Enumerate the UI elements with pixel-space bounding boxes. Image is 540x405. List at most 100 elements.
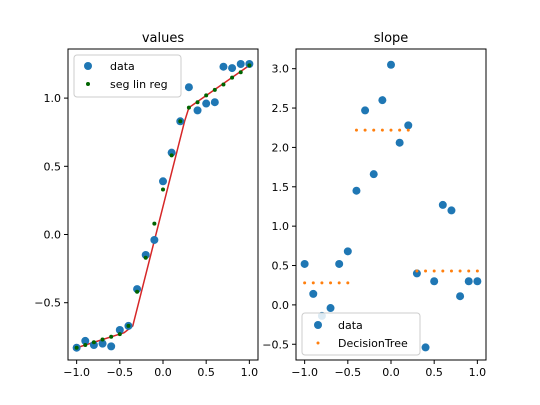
values-legend: data seg lin reg <box>73 54 182 98</box>
decisiontree-point <box>354 128 358 132</box>
legend-marker-decisiontree <box>316 341 320 345</box>
y-tick-label: 1.0 <box>44 92 62 105</box>
y-tick-label: −0.5 <box>34 297 61 310</box>
decisiontree-point <box>389 128 393 132</box>
seg-lin-reg-point <box>204 93 209 98</box>
decisiontree-point <box>303 281 307 285</box>
data-point <box>210 98 219 107</box>
data-point <box>430 277 439 286</box>
y-tick-label: 2.5 <box>272 102 290 115</box>
data-point <box>378 96 387 105</box>
data-point <box>412 269 421 278</box>
data-point <box>98 339 107 348</box>
seg-lin-reg-point <box>238 70 243 75</box>
slope-legend: data DecisionTree <box>301 312 421 356</box>
y-tick-label: 1.0 <box>272 220 290 233</box>
data-point <box>184 83 193 92</box>
seg-lin-reg-point <box>161 187 165 192</box>
data-point <box>335 259 344 268</box>
decisiontree-point <box>363 128 367 132</box>
legend-marker-data <box>84 62 92 70</box>
legend-label-seg-lin-reg: seg lin reg <box>110 78 168 91</box>
decisiontree-point <box>380 128 384 132</box>
slope-legend-box <box>301 312 421 356</box>
seg-lin-reg-point <box>74 345 79 350</box>
slope-panel: slope data DecisionTree −1.0 −0.5 0.0 0.5 1.… <box>262 31 487 379</box>
seg-lin-reg-point <box>195 100 200 105</box>
fit-line <box>76 64 250 349</box>
data-point <box>228 64 237 73</box>
x-tick-label: 0.5 <box>197 366 215 379</box>
legend-label-data: data <box>338 319 363 332</box>
seg-lin-reg-point <box>135 289 140 294</box>
seg-lin-reg-point <box>126 323 131 328</box>
data-point <box>81 336 90 345</box>
slope-title: slope <box>374 31 409 46</box>
data-point <box>107 342 116 351</box>
legend-label-data: data <box>110 60 135 73</box>
x-tick-label: 0.0 <box>382 366 400 379</box>
seg-lin-reg-point <box>109 334 114 339</box>
decisiontree-point <box>467 269 471 273</box>
data-point <box>352 186 361 195</box>
seg-lin-reg-point <box>169 153 174 158</box>
seg-lin-reg-point <box>212 87 217 92</box>
decisiontree-point <box>372 128 376 132</box>
data-point <box>167 148 176 157</box>
legend-marker-seg-lin-reg <box>86 82 90 86</box>
data-point <box>421 343 430 352</box>
data-point <box>369 170 378 179</box>
data-point <box>150 235 159 244</box>
values-panel: values data seg lin reg −1.0 −0.5 0.0 0.5 1.… <box>34 31 259 379</box>
values-plot-area <box>72 60 254 352</box>
data-point <box>464 277 473 286</box>
data-point <box>133 285 142 294</box>
seg-lin-reg-point <box>247 63 252 68</box>
decisiontree-point <box>424 269 428 273</box>
data-point <box>456 292 465 301</box>
x-tick-label: 0.5 <box>425 366 443 379</box>
data-point <box>343 247 352 256</box>
data-point <box>219 62 228 71</box>
seg-lin-reg-point <box>230 75 235 80</box>
data-point <box>361 106 370 115</box>
values-legend-box <box>73 54 182 98</box>
data-point <box>404 121 413 130</box>
y-tick-label: 3.0 <box>272 63 290 76</box>
data-point <box>236 60 245 69</box>
x-tick-label: −0.5 <box>334 366 361 379</box>
seg-lin-reg-point <box>100 337 105 342</box>
decisiontree-point <box>458 269 462 273</box>
data-point <box>159 177 167 186</box>
y-tick-label: 0.0 <box>44 229 62 242</box>
seg-lin-reg-point <box>91 340 96 345</box>
legend-marker-data <box>314 321 322 329</box>
data-point <box>387 60 395 69</box>
decisiontree-point <box>311 281 315 285</box>
seg-lin-reg-point <box>186 105 191 110</box>
decisiontree-point <box>337 281 341 285</box>
x-tick-label: −0.5 <box>106 366 133 379</box>
data-point <box>447 206 456 215</box>
seg-lin-reg-point <box>221 82 226 87</box>
decisiontree-point <box>320 281 324 285</box>
decisiontree-point <box>449 269 453 273</box>
y-tick-label: 0.0 <box>272 299 290 312</box>
decisiontree-point <box>441 269 445 273</box>
data-point <box>89 340 98 349</box>
seg-lin-reg-point <box>143 255 148 260</box>
data-point <box>473 277 482 286</box>
data-point <box>309 289 318 298</box>
y-tick-label: −0.5 <box>262 338 289 351</box>
seg-lin-reg-point <box>178 119 183 124</box>
seg-lin-reg-point <box>83 342 88 347</box>
x-tick-label: 0.0 <box>154 366 172 379</box>
data-point <box>193 106 202 115</box>
decisiontree-point <box>329 281 333 285</box>
legend-label-decisiontree: DecisionTree <box>338 337 408 350</box>
decisiontree-point <box>406 128 410 132</box>
x-tick-label: −1.0 <box>63 366 90 379</box>
decisiontree-point <box>415 269 419 273</box>
data-point <box>395 138 404 147</box>
